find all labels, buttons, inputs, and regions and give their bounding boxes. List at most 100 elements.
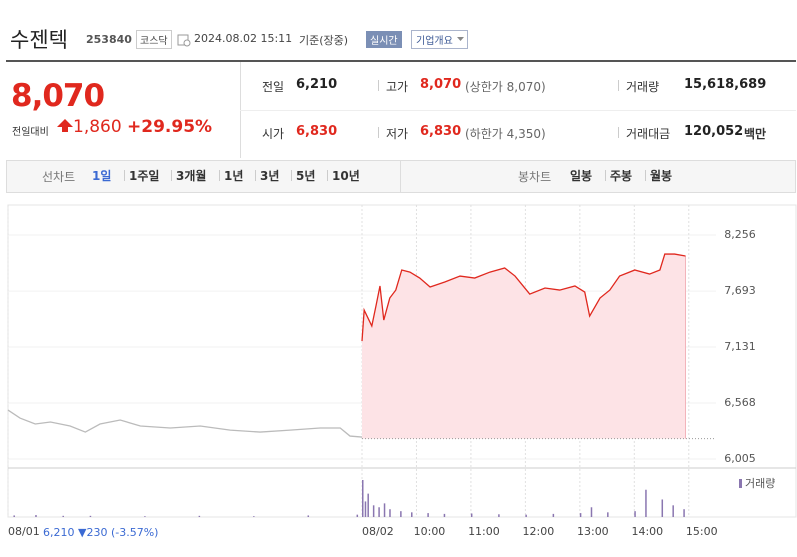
prev-rate: (-3.57%) <box>110 526 159 539</box>
volume-bar <box>411 512 413 517</box>
volume-bar <box>362 480 364 517</box>
y-tick-label: 7,131 <box>724 340 756 353</box>
candle-tab[interactable]: 일봉 <box>570 169 593 183</box>
x-tick-label: 12:00 <box>523 525 555 538</box>
x-tick-label: 08/02 <box>362 525 394 538</box>
legend-label: 거래량 <box>745 477 775 490</box>
x-tick-label: 14:00 <box>631 525 663 538</box>
stat-label: 거래량 <box>626 80 660 94</box>
separator <box>605 170 606 181</box>
volume-bar <box>470 513 473 517</box>
stat-label: 고가 <box>386 80 409 94</box>
volume-bar <box>498 514 500 517</box>
company-button[interactable]: 기업개요 <box>411 30 468 49</box>
period-tab[interactable]: 3개월 <box>176 169 207 183</box>
period-tab[interactable]: 10년 <box>332 169 360 183</box>
stock-name: 수젠텍 <box>10 28 68 52</box>
volume-bar <box>607 512 609 517</box>
volume-bar <box>400 511 402 517</box>
period-tab[interactable]: 3년 <box>260 169 280 183</box>
volume-bar <box>35 515 37 517</box>
separator <box>618 127 619 138</box>
volume-bar <box>144 516 146 517</box>
y-tick-label: 6,568 <box>724 396 756 409</box>
volume-bar <box>383 503 386 517</box>
dropdown-icon <box>456 37 464 41</box>
x-tick-label: 13:00 <box>577 525 609 538</box>
calendar-icon <box>177 34 191 47</box>
stat-note: (상한가 8,070) <box>465 80 546 94</box>
volume-bar <box>253 516 255 517</box>
price-line <box>7 409 363 438</box>
volume-bar <box>525 514 527 517</box>
volume-bar <box>367 493 369 517</box>
rate: +29.95% <box>127 117 213 137</box>
stat-value: 8,070 <box>420 77 462 92</box>
change: 1,860 <box>73 117 122 137</box>
separator <box>618 80 619 91</box>
separator <box>171 170 172 181</box>
stat-unit: 백만 <box>744 127 767 141</box>
y-tick-label: 8,256 <box>724 228 756 241</box>
divider <box>240 110 796 111</box>
volume-bar <box>590 507 593 517</box>
volume-bar <box>89 515 92 517</box>
separator <box>378 80 379 91</box>
stat-label: 거래대금 <box>626 127 671 141</box>
prev-close: 6,210 <box>43 526 75 539</box>
volume-bar <box>443 513 446 517</box>
x-tick-label: 08/01 <box>8 525 40 538</box>
volume-bar <box>364 501 367 517</box>
volume-bar <box>634 511 636 517</box>
separator <box>124 170 125 181</box>
datetime: 2024.08.02 15:11 <box>194 32 293 45</box>
period-tab[interactable]: 1년 <box>224 169 244 183</box>
volume-bar <box>372 505 375 517</box>
separator <box>327 170 328 181</box>
stat-value: 6,210 <box>296 77 338 92</box>
stat-value: 6,830 <box>420 124 462 139</box>
period-tab[interactable]: 5년 <box>296 169 316 183</box>
stat-label: 저가 <box>386 127 409 141</box>
separator <box>378 127 379 138</box>
footer: 6,210 ▼230 (-3.57%) <box>43 526 158 539</box>
volume-bar <box>427 513 429 517</box>
volume-bar <box>389 509 391 517</box>
company-label: 기업개요 <box>416 36 453 47</box>
volume-bar <box>552 513 555 517</box>
up-icon <box>57 119 73 132</box>
volume-bar <box>13 515 15 517</box>
stat-label: 시가 <box>262 127 285 141</box>
period-tab[interactable]: 1주일 <box>129 169 160 183</box>
volume-bar <box>307 515 310 517</box>
legend-swatch <box>739 479 742 488</box>
volume-bar <box>198 515 201 517</box>
y-tick-label: 6,005 <box>724 452 756 465</box>
period-tab[interactable]: 1일 <box>92 169 112 183</box>
volume-bar <box>661 499 664 517</box>
realtime-badge[interactable]: 실시간 <box>366 31 402 48</box>
tab-label: 선차트 <box>42 170 76 184</box>
tab-label: 봉차트 <box>518 170 552 184</box>
separator <box>219 170 220 181</box>
stat-value: 6,830 <box>296 124 338 139</box>
volume-bar <box>683 509 685 517</box>
price-line <box>361 253 686 342</box>
prev-change: ▼230 <box>78 526 108 539</box>
volume-bar <box>645 489 647 517</box>
stock-code: 253840 <box>86 33 132 46</box>
change-label: 전일대비 <box>12 127 49 138</box>
divider <box>400 161 401 192</box>
x-tick-label: 11:00 <box>468 525 500 538</box>
separator <box>255 170 256 181</box>
tab-bar <box>6 160 796 193</box>
x-tick-label: 15:00 <box>686 525 718 538</box>
volume-bar <box>356 514 359 517</box>
volume-bar <box>62 515 64 517</box>
candle-tab[interactable]: 주봉 <box>610 169 633 183</box>
separator <box>291 170 292 181</box>
candle-tab[interactable]: 월봉 <box>650 169 673 183</box>
basis: 기준(장중) <box>299 34 349 47</box>
